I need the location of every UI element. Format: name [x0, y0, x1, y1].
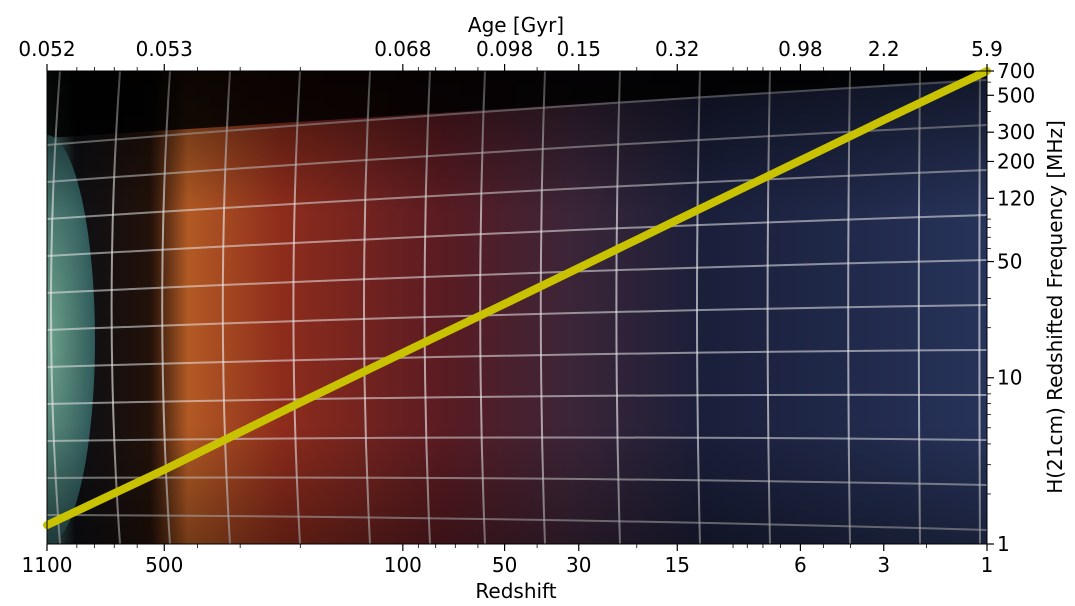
top-tick-label: 0.98: [778, 37, 823, 61]
y-tick-label: 10: [997, 366, 1022, 390]
y-tick-label: 700: [997, 59, 1035, 83]
x-tick-label: 1: [981, 553, 994, 577]
x-tick-label: 100: [384, 553, 422, 577]
top-tick-label: 0.053: [136, 37, 193, 61]
top-tick-label: 0.068: [374, 37, 431, 61]
top-axis: 0.052 0.053 0.068 0.098 0.15 0.32 0.98 2.2 5.9: [18, 37, 1003, 71]
top-tick-label: 5.9: [971, 37, 1003, 61]
x-tick-label: 500: [145, 553, 183, 577]
top-tick-label: 0.15: [556, 37, 601, 61]
x-tick-label: 50: [492, 553, 517, 577]
y-tick-label: 120: [997, 186, 1035, 210]
top-tick-label: 2.2: [868, 37, 900, 61]
x-tick-label: 15: [665, 553, 690, 577]
y-axis-label: H(21cm) Redshifted Frequency [MHz]: [1043, 120, 1067, 494]
plot-frame: [46, 70, 988, 545]
x-axis-label: Redshift: [475, 579, 556, 602]
series-line: [43, 67, 991, 530]
top-tick-label: 0.052: [18, 37, 75, 61]
y-tick-label: 50: [997, 250, 1022, 274]
y-tick-label: 200: [997, 149, 1035, 173]
y-tick-label: 300: [997, 120, 1035, 144]
x-tick-label: 3: [877, 553, 890, 577]
bottom-axis: 1100 500 100 50 30 15 6 3 1: [22, 544, 994, 577]
y-tick-label: 500: [997, 83, 1035, 107]
x-tick-label: 6: [794, 553, 807, 577]
plot-area: [43, 67, 991, 545]
x-tick-label: 30: [566, 553, 591, 577]
series-layer: [43, 67, 991, 530]
x-tick-label: 1100: [22, 553, 73, 577]
top-tick-label: 0.098: [476, 37, 533, 61]
top-axis-label: Age [Gyr]: [468, 13, 564, 37]
y-tick-label: 1: [997, 532, 1010, 556]
top-tick-label: 0.32: [655, 37, 700, 61]
